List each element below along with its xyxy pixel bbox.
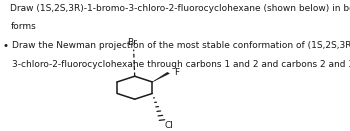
- Text: 3-chloro-2-fluorocyclohexane through carbons 1 and 2 and carbons 2 and 3.: 3-chloro-2-fluorocyclohexane through car…: [13, 60, 350, 69]
- Text: Draw the Newman projection of the most stable conformation of (1S,2S,3R)-1-bromo: Draw the Newman projection of the most s…: [13, 41, 350, 50]
- Text: F: F: [174, 68, 179, 77]
- Text: Draw (1S,2S,3R)-1-bromo-3-chloro-2-fluorocyclohexane (shown below) in both its c: Draw (1S,2S,3R)-1-bromo-3-chloro-2-fluor…: [10, 4, 350, 13]
- Text: •: •: [3, 41, 9, 51]
- Text: Br: Br: [128, 38, 138, 47]
- Text: forms: forms: [10, 22, 36, 31]
- Text: Cl: Cl: [164, 121, 174, 130]
- Polygon shape: [152, 72, 169, 82]
